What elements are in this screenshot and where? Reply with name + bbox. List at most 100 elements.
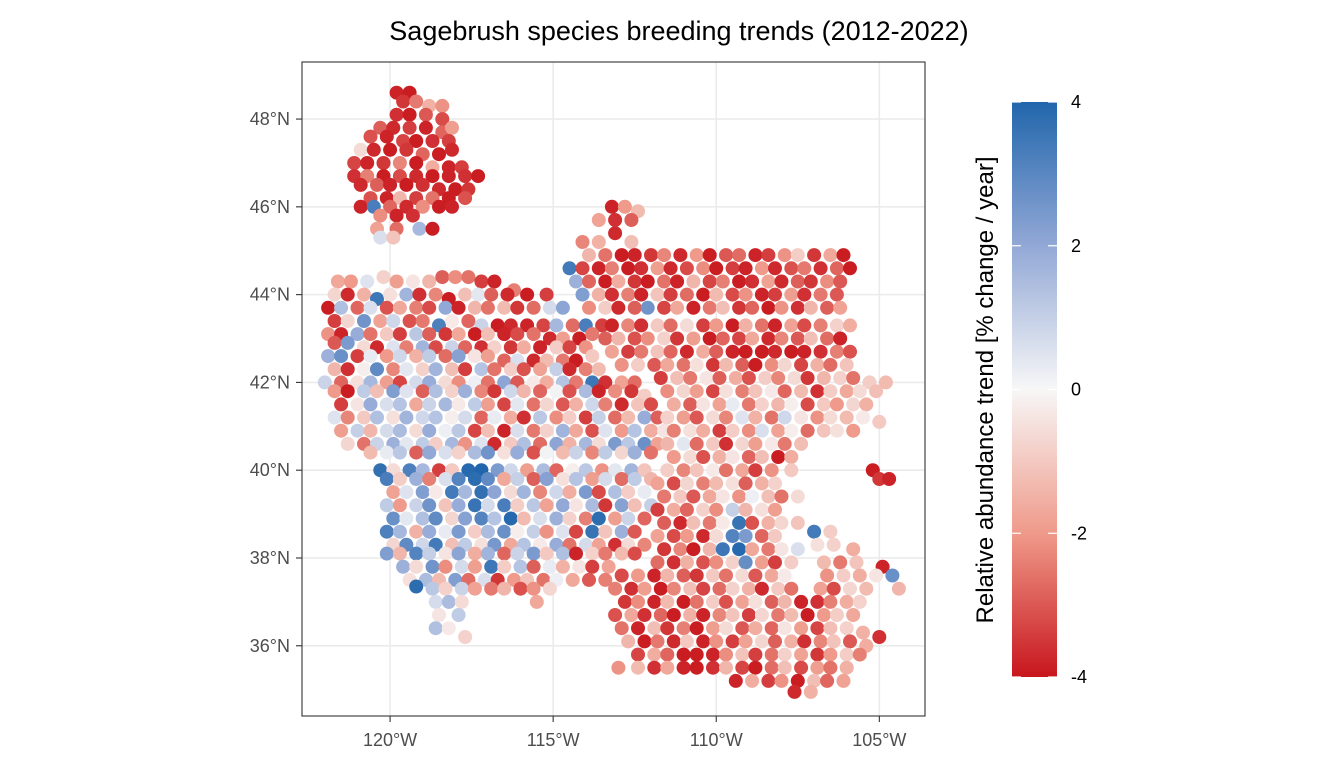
data-point xyxy=(735,463,750,478)
data-point xyxy=(715,489,730,504)
data-point xyxy=(761,489,776,504)
data-point xyxy=(435,112,450,127)
data-point xyxy=(608,608,623,622)
data-point xyxy=(562,261,577,276)
data-point xyxy=(768,529,782,543)
data-point xyxy=(376,156,391,170)
x-tick-label: 115°W xyxy=(527,730,580,750)
data-point xyxy=(696,555,711,570)
data-point xyxy=(696,318,711,333)
data-point xyxy=(627,498,642,513)
data-point xyxy=(768,555,782,570)
data-point xyxy=(676,410,691,425)
data-point xyxy=(670,300,685,315)
data-point xyxy=(829,397,844,412)
data-point xyxy=(415,199,430,214)
data-point xyxy=(399,511,414,526)
data-point xyxy=(653,608,668,622)
data-point xyxy=(343,274,358,289)
data-point xyxy=(829,261,844,276)
data-point xyxy=(663,318,678,333)
data-point xyxy=(373,230,388,245)
data-point xyxy=(480,524,495,539)
data-point xyxy=(386,314,401,328)
data-point xyxy=(392,498,407,513)
data-point xyxy=(422,274,437,289)
data-point xyxy=(774,300,789,315)
data-point xyxy=(771,581,786,596)
data-point xyxy=(438,397,453,412)
data-point xyxy=(823,647,838,662)
data-point xyxy=(706,384,720,399)
data-point xyxy=(422,472,437,486)
data-point xyxy=(379,445,394,460)
data-point xyxy=(784,463,799,478)
data-point xyxy=(454,581,469,596)
y-tick-label: 44°N xyxy=(250,285,290,305)
data-point xyxy=(513,581,528,596)
data-point xyxy=(777,621,792,636)
data-point xyxy=(745,300,760,315)
data-point xyxy=(340,287,355,302)
data-point xyxy=(810,594,825,609)
data-point xyxy=(526,524,541,539)
data-point xyxy=(771,450,786,464)
data-point xyxy=(820,568,835,583)
data-point xyxy=(738,634,753,649)
data-point xyxy=(689,248,704,263)
colorbar-tick-label: 4 xyxy=(1071,92,1081,112)
data-point xyxy=(712,608,727,622)
data-point xyxy=(702,489,717,504)
data-point xyxy=(790,515,805,530)
data-point xyxy=(621,261,636,276)
data-point xyxy=(637,511,652,526)
data-point xyxy=(833,300,848,315)
data-points xyxy=(317,85,906,699)
data-point xyxy=(327,384,342,399)
data-point xyxy=(516,340,531,355)
data-point xyxy=(422,498,437,513)
data-point xyxy=(683,581,698,596)
data-point xyxy=(735,436,750,451)
data-point xyxy=(392,349,407,364)
data-point xyxy=(422,397,437,412)
data-point xyxy=(591,261,606,276)
data-point xyxy=(480,423,495,438)
data-point xyxy=(451,327,466,342)
data-point xyxy=(741,397,756,412)
data-point xyxy=(497,546,512,561)
data-point xyxy=(379,349,394,364)
data-point xyxy=(816,423,831,438)
data-point xyxy=(833,555,848,570)
data-point xyxy=(725,502,740,517)
data-point xyxy=(510,397,525,412)
data-point xyxy=(676,568,691,583)
data-point xyxy=(885,568,900,583)
data-point xyxy=(696,287,711,302)
data-point xyxy=(686,542,701,557)
colorbar-tick-label: 2 xyxy=(1071,236,1081,256)
data-point xyxy=(686,274,701,289)
data-point xyxy=(745,274,760,289)
data-point xyxy=(591,287,606,302)
data-point xyxy=(467,300,482,315)
data-point xyxy=(497,300,512,315)
data-point xyxy=(634,261,649,276)
data-point xyxy=(539,546,554,561)
data-point xyxy=(823,524,838,539)
data-point xyxy=(676,660,691,675)
data-point xyxy=(363,349,378,364)
data-point xyxy=(458,362,473,377)
data-point xyxy=(591,511,606,526)
data-point xyxy=(754,423,769,438)
data-point xyxy=(569,472,583,486)
data-point xyxy=(428,287,443,302)
data-point xyxy=(409,579,424,594)
data-point xyxy=(657,489,672,504)
data-point xyxy=(706,594,720,609)
data-point xyxy=(327,362,342,377)
data-point xyxy=(575,235,590,249)
data-point xyxy=(745,489,760,504)
data-point xyxy=(784,344,799,359)
data-point xyxy=(467,524,482,539)
